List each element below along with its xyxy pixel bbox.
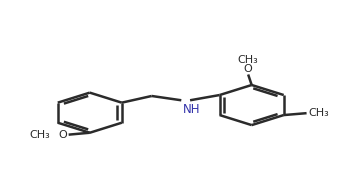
Text: O: O: [58, 130, 67, 140]
Text: CH₃: CH₃: [308, 108, 329, 118]
Text: CH₃: CH₃: [30, 130, 50, 140]
Text: O: O: [244, 64, 252, 74]
Text: NH: NH: [183, 103, 201, 116]
Text: CH₃: CH₃: [238, 55, 258, 65]
